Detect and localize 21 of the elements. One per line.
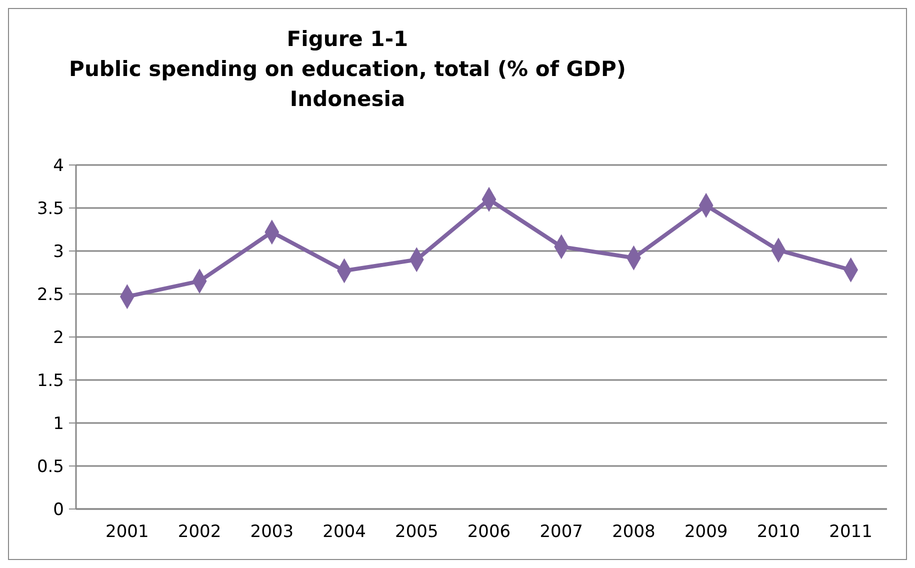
x-tick-label: 2003 [250,522,294,542]
x-tick-label: 2002 [178,522,222,542]
x-tick-label: 2010 [756,522,800,542]
y-tick-label: 0.5 [36,456,64,477]
y-tick-label: 1.5 [36,370,64,391]
x-tick-label: 2007 [540,522,583,542]
chart-title: Figure 1-1 Public spending on education, total (% of GDP) Indonesia [69,27,626,111]
x-tick-label: 2004 [322,522,366,542]
y-tick-label: 2 [53,328,64,348]
x-tick-label: 2011 [829,522,872,542]
x-tick-label: 2001 [106,522,149,542]
y-tick-label: 3 [53,242,64,262]
y-tick-label: 4 [53,156,64,176]
x-tick-label: 2009 [684,522,728,542]
y-tick-label: 2.5 [36,284,64,305]
x-tick-label: 2006 [467,522,511,542]
y-tick-label: 3.5 [36,198,64,219]
y-tick-label: 0 [53,500,64,520]
y-tick-label: 1 [53,414,64,434]
x-tick-label: 2008 [612,522,656,542]
x-tick-label: 2005 [395,522,438,542]
